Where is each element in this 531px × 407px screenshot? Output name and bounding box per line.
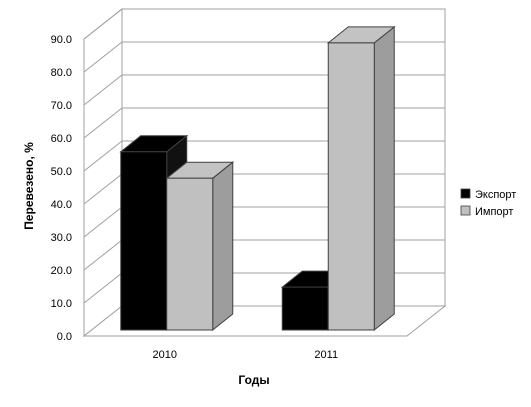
x-axis-ticks: 2010 2011 (153, 349, 339, 361)
side-wall (83, 7, 123, 338)
x-axis-label: Годы (238, 373, 269, 387)
y-tick-label: 70.0 (51, 100, 72, 112)
y-tick-label: 60.0 (51, 133, 72, 145)
bars (119, 25, 396, 332)
gridline (83, 8, 445, 40)
x-tick-label: 2010 (153, 349, 177, 361)
legend-label: Экспорт (475, 189, 516, 201)
legend-label: Импорт (475, 206, 513, 218)
bar-2011-Импорт (326, 25, 396, 332)
y-tick-label: 10.0 (51, 298, 72, 310)
legend: Экспорт Импорт (460, 188, 516, 218)
bar-2010-Импорт (165, 161, 235, 332)
legend-swatch (460, 205, 471, 216)
y-axis-ticks: 0.0 10.0 20.0 30.0 40.0 50.0 60.0 70.0 80.0 90.0 (51, 34, 72, 343)
legend-swatch (460, 188, 471, 199)
bar-front (120, 151, 168, 331)
y-tick-label: 20.0 (51, 265, 72, 277)
y-tick-label: 50.0 (51, 166, 72, 178)
bar-side (373, 25, 395, 332)
bar-front (327, 42, 375, 331)
x-tick-label: 2011 (314, 349, 338, 361)
bar-front (166, 177, 214, 331)
bar-side (212, 161, 234, 332)
bar-front (281, 286, 329, 331)
y-tick-label: 80.0 (51, 67, 72, 79)
y-tick-label: 90.0 (51, 34, 72, 46)
y-tick-label: 0.0 (57, 331, 72, 343)
y-tick-label: 40.0 (51, 199, 72, 211)
y-axis-label: Перевезено, % (22, 142, 36, 230)
y-tick-label: 30.0 (51, 232, 72, 244)
